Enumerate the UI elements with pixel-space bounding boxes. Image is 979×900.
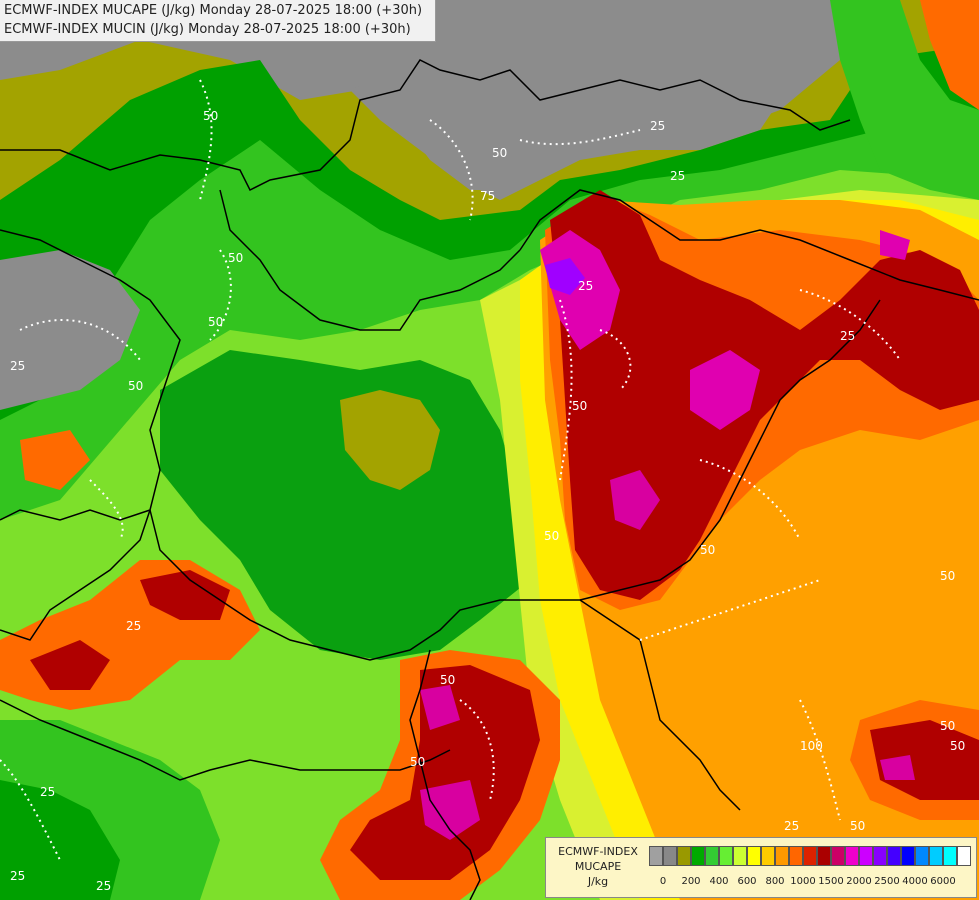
legend-swatch <box>943 846 957 866</box>
legend-swatch <box>887 846 901 866</box>
legend-swatch <box>831 846 845 866</box>
legend-swatch <box>663 846 677 866</box>
title-line-mucin: ECMWF-INDEX MUCIN (J/kg) Monday 28-07-20… <box>4 22 411 37</box>
legend-model: ECMWF-INDEX <box>558 845 638 858</box>
legend-swatch <box>761 846 775 866</box>
legend-swatch <box>691 846 705 866</box>
contour-label: 50 <box>208 315 223 329</box>
contour-label: 50 <box>850 819 865 833</box>
contour-label: 50 <box>128 379 143 393</box>
contour-label: 25 <box>96 879 111 893</box>
contour-label: 25 <box>840 329 855 343</box>
contour-label: 25 <box>578 279 593 293</box>
legend-swatch <box>929 846 943 866</box>
legend-swatch <box>845 846 859 866</box>
contour-label: 25 <box>650 119 665 133</box>
contour-label: 25 <box>10 869 25 883</box>
contour-label: 50 <box>410 755 425 769</box>
contour-label: 50 <box>940 719 955 733</box>
legend-tick-label: 2000 <box>846 876 872 887</box>
contour-label: 100 <box>800 739 823 753</box>
legend-tick-label: 1500 <box>818 876 844 887</box>
legend-swatch <box>859 846 873 866</box>
title-line-mucape: ECMWF-INDEX MUCAPE (J/kg) Monday 28-07-2… <box>4 3 423 18</box>
legend-tick-label: 400 <box>709 876 729 887</box>
legend-tick-label: 200 <box>681 876 701 887</box>
contour-label: 25 <box>670 169 685 183</box>
legend-swatch <box>957 846 971 866</box>
legend-swatch <box>775 846 789 866</box>
map-title-box: ECMWF-INDEX MUCAPE (J/kg) Monday 28-07-2… <box>0 0 436 42</box>
legend-swatch <box>915 846 929 866</box>
contour-label: 25 <box>784 819 799 833</box>
legend-ticks: 0 200 400 600 800 1000 1500 2000 2500 4000 6000 <box>649 876 969 890</box>
contour-label: 50 <box>544 529 559 543</box>
legend-unit: J/kg <box>587 875 609 888</box>
legend-tick-label: 800 <box>765 876 785 887</box>
contour-label: 25 <box>126 619 141 633</box>
legend-parameter: MUCAPE <box>574 860 622 873</box>
legend-swatch <box>733 846 747 866</box>
legend-swatch <box>677 846 691 866</box>
contour-label: 50 <box>492 146 507 160</box>
legend-swatch <box>817 846 831 866</box>
legend-tick-label: 4000 <box>902 876 928 887</box>
contour-label: 50 <box>203 109 218 123</box>
color-legend: ECMWF-INDEX MUCAPE J/kg 0 200 400 600 800 100… <box>545 837 977 898</box>
legend-swatch <box>789 846 803 866</box>
contour-label: 25 <box>10 359 25 373</box>
legend-swatch <box>649 846 663 866</box>
legend-swatch <box>803 846 817 866</box>
contour-label: 50 <box>572 399 587 413</box>
legend-swatch <box>873 846 887 866</box>
contour-label: 75 <box>480 189 495 203</box>
legend-swatch <box>747 846 761 866</box>
contour-label: 50 <box>440 673 455 687</box>
legend-swatch <box>719 846 733 866</box>
contour-label: 50 <box>950 739 965 753</box>
contour-label: 25 <box>40 785 55 799</box>
legend-tick-label: 2500 <box>874 876 900 887</box>
legend-tick-label: 600 <box>737 876 757 887</box>
legend-tick-label: 6000 <box>930 876 956 887</box>
legend-swatches <box>649 846 971 866</box>
legend-swatch <box>901 846 915 866</box>
legend-tick-label: 0 <box>659 876 667 887</box>
legend-title: ECMWF-INDEX MUCAPE J/kg <box>548 844 648 889</box>
legend-swatch <box>705 846 719 866</box>
legend-tick-label: 1000 <box>790 876 816 887</box>
contour-label: 50 <box>228 251 243 265</box>
contour-label: 50 <box>940 569 955 583</box>
contour-label: 50 <box>700 543 715 557</box>
